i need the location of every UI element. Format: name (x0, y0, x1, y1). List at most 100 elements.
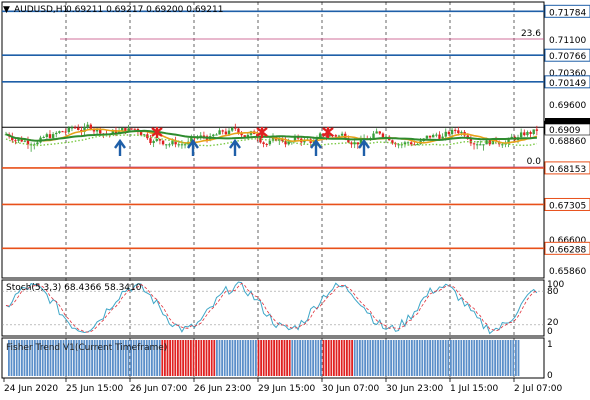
price-axis[interactable]: 0.71100 0.70360 0.69600 0.68860 0.66600 … (549, 36, 586, 277)
candle-body (413, 144, 416, 146)
trend-bar-up (398, 340, 400, 376)
candle-body (457, 130, 460, 134)
trend-bar-down (343, 340, 346, 376)
level-price-text: 0.68153 (549, 165, 586, 175)
trend-bar-up (411, 340, 413, 376)
trend-bar-up (86, 340, 88, 376)
candle-body (11, 136, 14, 141)
candle-body (372, 133, 375, 139)
candle-body (240, 132, 243, 136)
trend-bar-up (353, 340, 356, 376)
trend-bar-up (44, 340, 47, 376)
candle-body (83, 127, 86, 132)
trend-bar-down (174, 340, 177, 376)
candle-body (158, 139, 162, 141)
stochastic-label: Stoch(5,3,3) 68.4366 58.3410 (6, 283, 142, 293)
price-levels[interactable] (2, 10, 544, 250)
trend-bar-down (275, 340, 278, 376)
price-tick: 0.70360 (549, 69, 586, 79)
candle-body (312, 140, 316, 143)
ohlc-values: 0.69211 0.69217 0.69200 0.69211 (66, 5, 223, 15)
candle-body (124, 128, 127, 132)
trend-bar-up (73, 340, 75, 376)
candle-body (529, 131, 532, 135)
time-label: 29 Jun 15:00 (258, 384, 315, 394)
arrow-up-icon (310, 138, 322, 156)
candle-body (526, 131, 529, 136)
trend-bar-up (216, 340, 218, 376)
candle-body (262, 142, 265, 145)
level-price-text: 0.67305 (549, 201, 586, 211)
trend-bar-up (450, 340, 452, 376)
time-label: 25 Jun 15:00 (66, 384, 123, 394)
trend-bar-up (405, 340, 408, 376)
trend-bar-up (392, 340, 395, 376)
trend-bar-up (463, 340, 465, 376)
trend-bar-up (426, 340, 429, 376)
candle-body (17, 139, 20, 141)
trend-bar-up (125, 340, 127, 376)
candle-body (432, 134, 435, 138)
signal-arrows (114, 127, 370, 156)
trend-tick: 1 (547, 340, 553, 350)
trend-bar-down (283, 340, 286, 376)
trend-bar-up (28, 340, 31, 376)
trend-bar-up (304, 340, 307, 376)
trend-bar-up (509, 340, 512, 376)
candle-body (45, 134, 49, 137)
candle-body (268, 140, 272, 145)
trend-bar-up (476, 340, 478, 376)
trend-bar-up (494, 340, 496, 376)
collapse-arrow-icon[interactable]: ▼ (3, 5, 10, 15)
trend-bar-down (325, 340, 327, 376)
candle-body (152, 140, 155, 144)
trend-bar-up (117, 340, 119, 376)
candle-body (479, 144, 482, 146)
candle-body (58, 131, 61, 133)
candle-body (353, 142, 356, 145)
arrow-down-icon (256, 127, 268, 138)
candle-body (519, 132, 523, 138)
time-axis[interactable]: 24 Jun 2020 25 Jun 15:00 26 Jun 07:00 26 Ju… (3, 378, 563, 394)
candle-body (221, 130, 224, 132)
trend-bar-up (439, 340, 442, 376)
trend-bar-up (252, 340, 255, 376)
trend-bar-up (515, 340, 517, 376)
pane-frame (1, 279, 545, 337)
trend-tick: 0 (547, 371, 553, 381)
trend-bar-down (161, 340, 164, 376)
candle-body (146, 134, 149, 139)
candle-body (127, 128, 130, 132)
trend-bar-up (478, 340, 481, 376)
trend-bar-up (8, 340, 10, 376)
trend-bar-up (499, 340, 502, 376)
trend-bar-up (444, 340, 447, 376)
trend-bar-up (473, 340, 476, 376)
stoch-tick: 20 (547, 318, 559, 328)
trend-bar-up (301, 340, 304, 376)
trend-bar-up (93, 340, 96, 376)
current-price-tag: 0.6921 0.6909 (544, 118, 590, 136)
candle-body (491, 139, 495, 145)
trend-bar-down (273, 340, 275, 376)
trend-bar-down (179, 340, 182, 376)
trend-bar-down (208, 340, 210, 376)
trend-bar-up (114, 340, 117, 376)
stochastic-axis: 100 80 20 0 (547, 280, 564, 337)
price-tick: 0.69600 (549, 101, 586, 111)
trend-bar-up (431, 340, 434, 376)
trend-bar-down (205, 340, 208, 376)
candle-body (139, 131, 143, 136)
trend-bar-up (512, 340, 515, 376)
trend-bar-up (239, 340, 242, 376)
trend-bar-up (400, 340, 403, 376)
trend-bar-up (314, 340, 317, 376)
candle-body (168, 144, 171, 146)
candle-body (161, 140, 165, 145)
candle-body (482, 144, 485, 146)
candle-body (212, 134, 215, 137)
time-label: 26 Jun 07:00 (130, 384, 187, 394)
trend-bar-down (346, 340, 348, 376)
candle-body (180, 144, 184, 146)
